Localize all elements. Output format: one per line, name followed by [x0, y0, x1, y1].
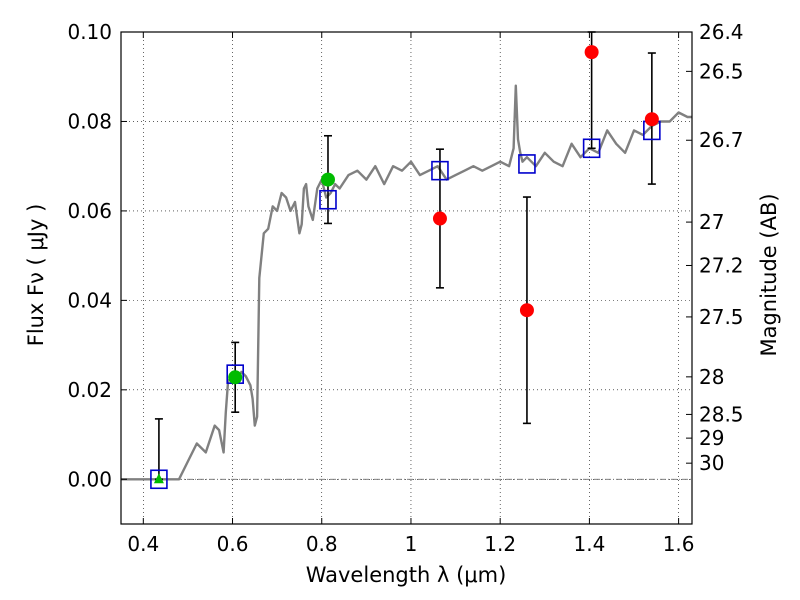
observed-flux-green-point — [320, 172, 335, 187]
model-flux-square — [518, 154, 536, 174]
spectrum-layer — [121, 84, 692, 481]
observed-flux-red-point — [584, 45, 599, 60]
y-tick-label: 0.08 — [67, 109, 112, 133]
marker-layer — [150, 45, 661, 490]
magnitude-tick-label: 28.5 — [699, 402, 744, 426]
y-tick-label: 0.10 — [67, 20, 112, 44]
x-tick-label: 1.2 — [484, 532, 516, 556]
y-axis-label: Flux Fν ( μJy ) — [24, 204, 48, 347]
x-tick-label: 0.6 — [217, 532, 249, 556]
magnitude-tick-label: 29 — [699, 426, 724, 450]
x-axis-ticks: 0.4 0.6 0.8 1 1.2 1.4 1.6 — [127, 32, 695, 556]
x-axis-label: Wavelength λ (μm) — [306, 563, 507, 587]
magnitude-tick-label: 27.2 — [699, 253, 744, 277]
magnitude-tick-label: 26.4 — [699, 20, 744, 44]
observed-flux-red-point — [519, 303, 534, 318]
y-tick-label: 0.02 — [67, 378, 112, 402]
model-flux-square — [150, 469, 168, 490]
x-tick-label: 0.8 — [306, 532, 338, 556]
plot-frame — [120, 31, 693, 525]
y-axis-ticks: 0.00 0.02 0.04 0.06 0.08 0.10 — [67, 20, 127, 491]
errorbar-layer — [154, 31, 656, 481]
magnitude-tick-label: 26.5 — [699, 59, 744, 83]
observed-flux-red-point — [644, 112, 659, 127]
model-spectrum-line — [121, 84, 692, 481]
magnitude-tick-label: 26.7 — [699, 128, 744, 152]
y-tick-label: 0.04 — [67, 288, 112, 312]
upper-limit-triangle — [153, 473, 164, 484]
magnitude-tick-label: 28 — [699, 365, 724, 389]
magnitude-tick-label: 27 — [699, 210, 724, 234]
magnitude-axis-label: Magnitude (AB) — [757, 193, 781, 356]
model-flux-square — [582, 138, 601, 159]
y-tick-label: 0.00 — [67, 467, 112, 491]
x-tick-label: 1.4 — [573, 532, 605, 556]
model-flux-square — [431, 160, 449, 181]
observed-flux-red-point — [432, 211, 447, 226]
y-tick-label: 0.06 — [67, 199, 112, 223]
observed-flux-green-point — [228, 370, 243, 385]
x-tick-label: 0.4 — [127, 532, 159, 556]
x-tick-label: 1 — [405, 532, 418, 556]
x-tick-label: 1.6 — [663, 532, 695, 556]
magnitude-tick-label: 30 — [699, 451, 724, 475]
model-flux-square — [319, 189, 337, 210]
magnitude-tick-label: 27.5 — [699, 305, 744, 329]
